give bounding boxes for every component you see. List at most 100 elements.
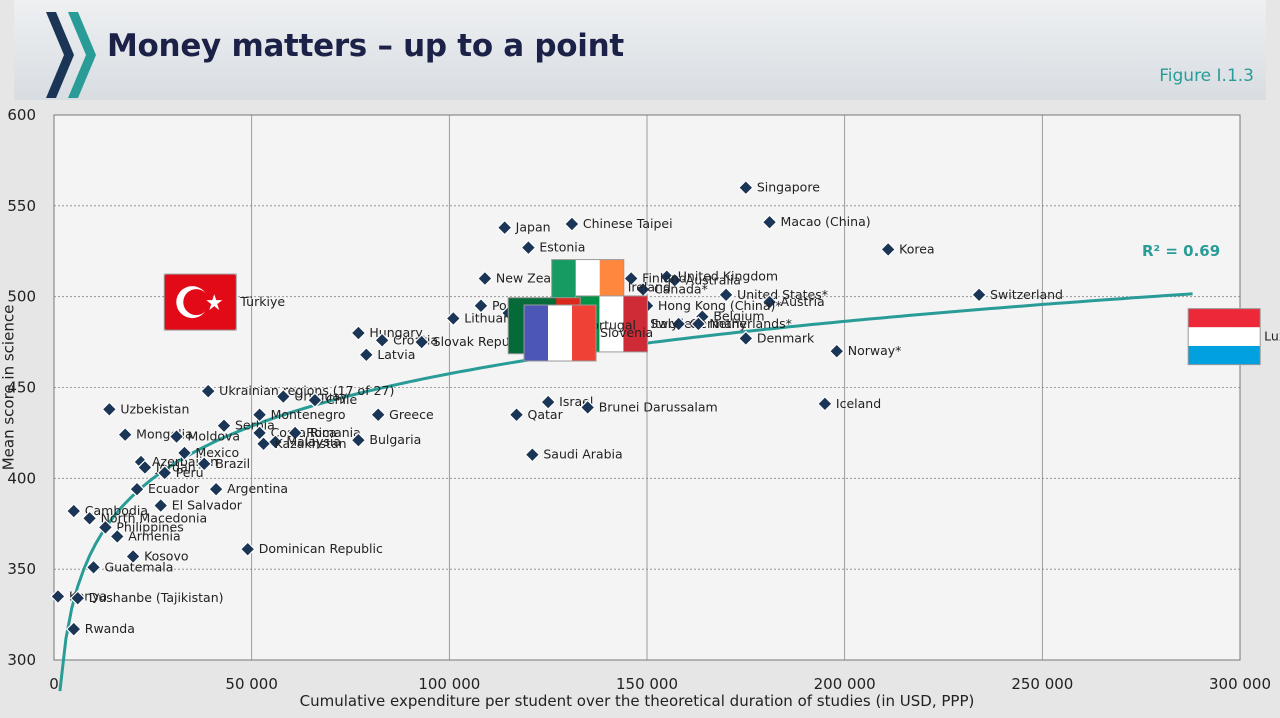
point-label: Belgium [713, 309, 764, 324]
data-point [971, 287, 987, 303]
data-point [129, 481, 145, 498]
flag-luxembourg-icon [1187, 308, 1261, 366]
flag-france-icon [523, 304, 597, 362]
point-label: Denmark [757, 330, 815, 345]
data-point [690, 316, 707, 332]
point-label: Iceland [836, 396, 881, 411]
data-point [623, 270, 640, 287]
data-point [156, 465, 173, 481]
data-point [761, 214, 778, 231]
point-label: Australia [686, 272, 741, 287]
data-point [275, 388, 292, 405]
point-label: North Macedonia [101, 510, 208, 525]
y-tick-label: 450 [7, 379, 36, 397]
point-label: Moldova [188, 429, 241, 444]
point-label: Chile [326, 392, 358, 407]
data-point [168, 428, 185, 445]
point-label: Netherlands* [709, 316, 791, 331]
point-label: Slovak Republic [433, 334, 532, 349]
x-tick-label: 0 [49, 675, 59, 693]
x-tick-label: 50 000 [225, 675, 278, 693]
flag-label: Ireland [628, 280, 671, 295]
point-label: Finland [642, 271, 687, 286]
data-point [413, 334, 430, 350]
point-label: Germany [690, 316, 748, 331]
x-tick-label: 200 000 [814, 675, 876, 693]
y-tick-label: 500 [7, 288, 36, 306]
point-label: Guatemala [105, 559, 174, 574]
flag-türkiye-icon [163, 273, 237, 331]
data-point [65, 503, 82, 519]
point-label: Brunei Darussalam [599, 399, 718, 414]
y-tick-label: 350 [7, 560, 36, 578]
y-tick-label: 300 [7, 651, 36, 669]
flag-label: Italy [651, 316, 679, 331]
data-point [477, 270, 493, 287]
data-point [208, 481, 224, 498]
flag-label: Luxembourg [1264, 329, 1280, 344]
x-tick-label: 300 000 [1209, 675, 1271, 693]
data-point [85, 559, 102, 576]
data-point [540, 394, 557, 410]
x-tick-label: 150 000 [616, 675, 678, 693]
data-point [81, 510, 98, 527]
point-label: Philippines [116, 519, 183, 534]
data-point [358, 346, 375, 363]
point-label: El Salvador [172, 498, 243, 513]
data-point [200, 383, 217, 399]
data-point [69, 590, 86, 607]
r-squared-label: R² = 0.69 [1142, 242, 1220, 260]
data-point [524, 446, 541, 463]
point-label: Korea [899, 241, 934, 256]
data-point [196, 455, 213, 472]
point-label: Cambodia [85, 503, 148, 518]
data-point [125, 548, 141, 565]
point-label: Greece [389, 407, 434, 422]
data-point [579, 399, 596, 416]
data-point [176, 445, 193, 461]
flag-label: Slovenia [600, 325, 653, 340]
point-label: Qatar [528, 407, 564, 422]
point-label: Mexico [195, 445, 239, 460]
point-label: Ecuador [148, 481, 200, 496]
data-point [718, 287, 734, 303]
point-label: Romania [306, 425, 361, 440]
y-tick-label: 600 [7, 106, 36, 124]
data-point [496, 219, 513, 236]
point-label: Hong Kong (China)* [658, 298, 782, 313]
data-point [137, 459, 153, 476]
y-tick-label: 550 [7, 197, 36, 215]
point-label: Brazil [215, 456, 250, 471]
data-point [101, 401, 118, 418]
data-point [50, 588, 66, 605]
x-axis-label: Cumulative expenditure per student over … [300, 692, 975, 710]
figure-label: Figure I.1.3 [1159, 66, 1254, 86]
point-label: Kosovo [144, 548, 188, 563]
point-label: Bulgaria [369, 432, 421, 447]
data-point [737, 330, 754, 347]
oecd-logo-icon [46, 12, 96, 98]
point-label: Norway* [848, 343, 902, 358]
point-label: Serbia [235, 418, 275, 433]
data-point [508, 406, 525, 423]
point-label: Dominican Republic [259, 541, 383, 556]
x-tick-label: 100 000 [418, 675, 480, 693]
data-point [216, 417, 232, 434]
point-label: Singapore [757, 180, 820, 195]
data-point [374, 332, 390, 349]
point-label: Estonia [539, 240, 585, 255]
point-label: Switzerland [990, 287, 1063, 302]
data-point [445, 310, 462, 327]
x-tick-label: 250 000 [1011, 675, 1073, 693]
y-axis-label: Mean score in science [0, 305, 17, 471]
point-label: Canada* [654, 281, 708, 296]
point-label: Malaysia [286, 434, 341, 449]
data-point [255, 435, 272, 452]
data-point [828, 343, 845, 360]
point-label: Chinese Taipei [583, 216, 673, 231]
point-label: Saudi Arabia [543, 447, 622, 462]
point-label: Kazakhstan [275, 436, 347, 451]
data-point [350, 432, 367, 449]
data-point [473, 297, 489, 314]
